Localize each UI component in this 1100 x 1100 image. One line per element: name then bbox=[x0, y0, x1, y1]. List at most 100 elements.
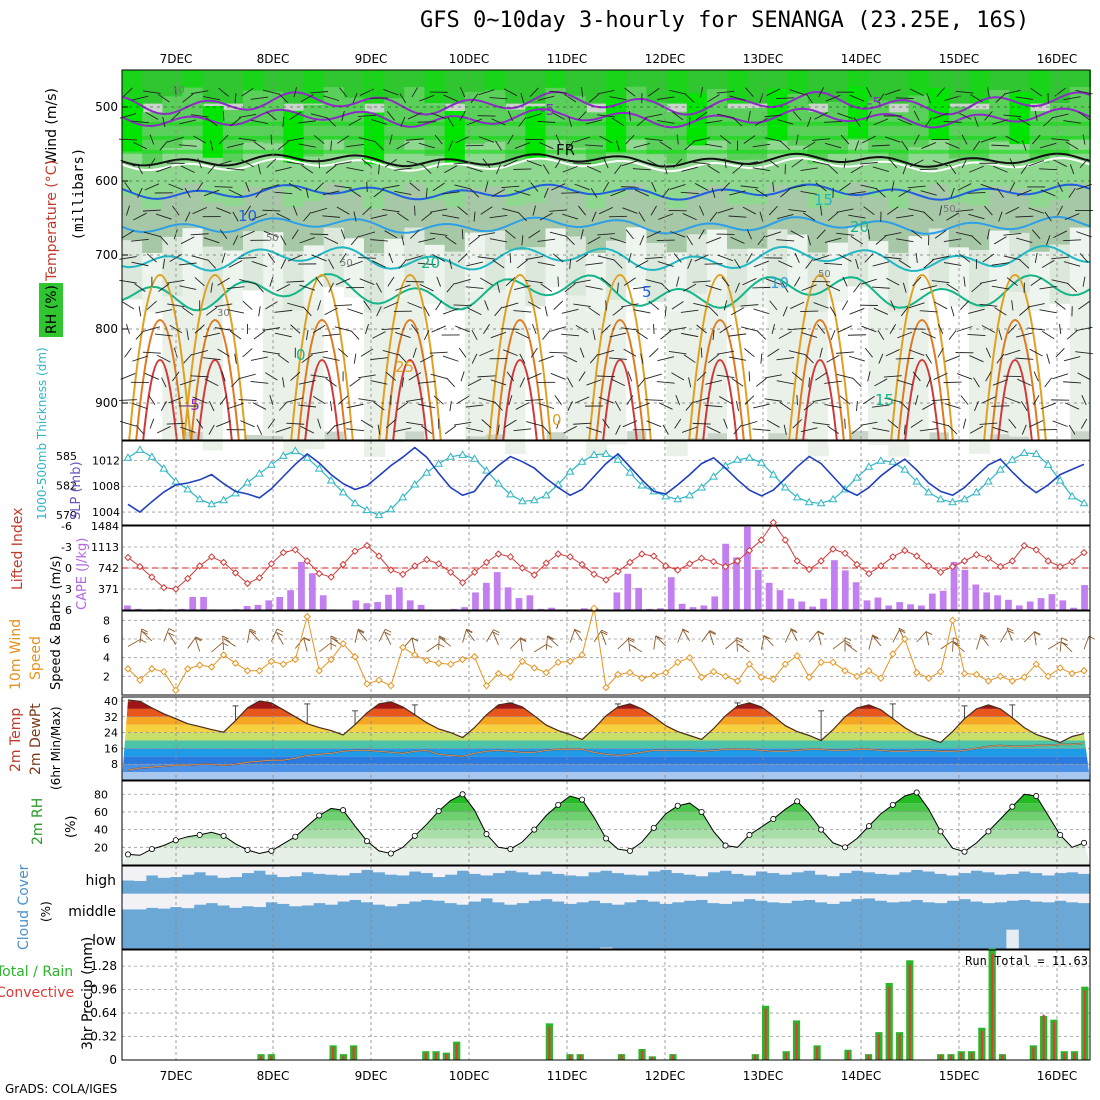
rh-shade-cell bbox=[646, 198, 668, 247]
lifted-index-marker bbox=[530, 571, 539, 579]
wind-barb bbox=[792, 419, 803, 429]
wind-barb bbox=[981, 325, 996, 333]
thickness-marker bbox=[314, 464, 324, 472]
wind-barb-flag bbox=[629, 644, 637, 649]
wind-barb bbox=[519, 377, 526, 388]
wind-barb bbox=[314, 182, 324, 192]
wind-barb-10m bbox=[378, 629, 386, 642]
wind-barb bbox=[1020, 164, 1028, 175]
rh-shade-cell bbox=[162, 70, 184, 104]
rh-shade-cell bbox=[364, 70, 386, 104]
wind-barb bbox=[808, 377, 811, 388]
wind-barb bbox=[936, 182, 945, 192]
wind-barb bbox=[278, 93, 289, 103]
wind-barb bbox=[310, 91, 329, 94]
wind-barb bbox=[421, 212, 433, 222]
wind-barb bbox=[555, 158, 562, 169]
thickness-marker bbox=[243, 478, 252, 486]
wind-barb bbox=[516, 259, 528, 269]
wind-barb-flag bbox=[628, 637, 635, 642]
wind-barb bbox=[1003, 89, 1021, 95]
cloud-cell bbox=[181, 866, 195, 875]
wind-barb bbox=[948, 330, 957, 340]
wind-barb bbox=[1027, 303, 1045, 308]
rh-shade-cell bbox=[545, 87, 567, 144]
wind-barb bbox=[274, 309, 293, 313]
cloud-cell bbox=[253, 893, 266, 908]
wind-barb bbox=[334, 161, 352, 166]
wind-barb bbox=[496, 282, 500, 293]
wind-barb bbox=[346, 143, 364, 148]
wind-barb bbox=[561, 308, 579, 314]
day-label-bottom: 9DEC bbox=[355, 1069, 388, 1083]
cloud-cell bbox=[910, 893, 924, 900]
precip-convective-bar bbox=[1083, 990, 1086, 1060]
lifted-index-marker bbox=[805, 565, 813, 574]
rh-shade-cell bbox=[525, 158, 547, 207]
wind-barb-10m bbox=[1023, 631, 1035, 643]
thickness-marker bbox=[231, 488, 240, 497]
wind-barb bbox=[382, 208, 400, 213]
wind-barb bbox=[931, 398, 950, 402]
wind-barb bbox=[723, 300, 728, 311]
rh-contour-label: 30 bbox=[217, 308, 230, 319]
wind-barb bbox=[1020, 401, 1028, 412]
rh-color-band bbox=[122, 803, 1090, 812]
cloud-cell bbox=[707, 893, 721, 904]
wind-barb bbox=[263, 184, 280, 190]
wind-barb bbox=[971, 235, 982, 245]
wind-barb bbox=[227, 403, 244, 410]
rh-marker bbox=[483, 831, 490, 838]
wind-barb bbox=[197, 158, 202, 169]
wind-barb bbox=[478, 136, 495, 143]
pressure-axis-label: (millibars) bbox=[71, 148, 87, 241]
wind-barb bbox=[408, 372, 422, 381]
wind-barb bbox=[644, 399, 663, 401]
rh-shade-cell bbox=[626, 182, 648, 232]
wind-barb bbox=[301, 354, 313, 364]
cloud-cell bbox=[695, 866, 709, 877]
wind-barb bbox=[207, 164, 216, 175]
rh-shade-cell bbox=[868, 70, 890, 104]
wind-barb bbox=[998, 329, 1003, 341]
thickness-marker bbox=[936, 494, 945, 503]
wind-barb bbox=[693, 397, 710, 403]
wind-barb bbox=[514, 142, 530, 149]
wind-barb bbox=[349, 188, 361, 198]
cloud-cell bbox=[600, 947, 613, 949]
wind-barb bbox=[849, 308, 865, 315]
wind-barb bbox=[385, 371, 396, 381]
temperature-contour-label: 0 bbox=[296, 346, 306, 364]
thickness-marker bbox=[565, 467, 575, 475]
cloud-cell bbox=[564, 893, 577, 904]
wind-barb-flag bbox=[330, 635, 338, 640]
cloud-cell bbox=[743, 893, 756, 900]
wind-barb bbox=[720, 182, 731, 192]
wind-barb bbox=[503, 88, 518, 97]
temp-color-band bbox=[122, 740, 1090, 749]
lifted-index-marker bbox=[865, 569, 873, 578]
wind-barb bbox=[586, 379, 602, 386]
cape-bar bbox=[646, 608, 653, 610]
precip-tick-label: 0.32 bbox=[90, 1030, 117, 1044]
wind-barb bbox=[444, 165, 458, 174]
wind-barb bbox=[434, 134, 443, 145]
wind-barb bbox=[605, 300, 607, 311]
rh-marker bbox=[172, 837, 179, 844]
warm-contour bbox=[378, 274, 442, 441]
wind-barb bbox=[286, 280, 305, 283]
wind-barb bbox=[382, 184, 400, 189]
wind-barb-10m bbox=[655, 635, 667, 647]
wind-barb-10m bbox=[784, 629, 792, 643]
wind-barb bbox=[705, 284, 722, 291]
cloud-cell bbox=[683, 893, 697, 901]
wind-barb bbox=[912, 371, 921, 382]
rh-marker bbox=[794, 798, 801, 805]
wind-barb-10m bbox=[492, 631, 499, 646]
rh-shade-cell bbox=[868, 300, 890, 445]
wind-barb bbox=[959, 300, 970, 311]
wind-barb bbox=[992, 119, 1009, 125]
wind-barb bbox=[843, 158, 847, 169]
wind-barb bbox=[214, 327, 233, 331]
wind-barb bbox=[529, 87, 539, 97]
